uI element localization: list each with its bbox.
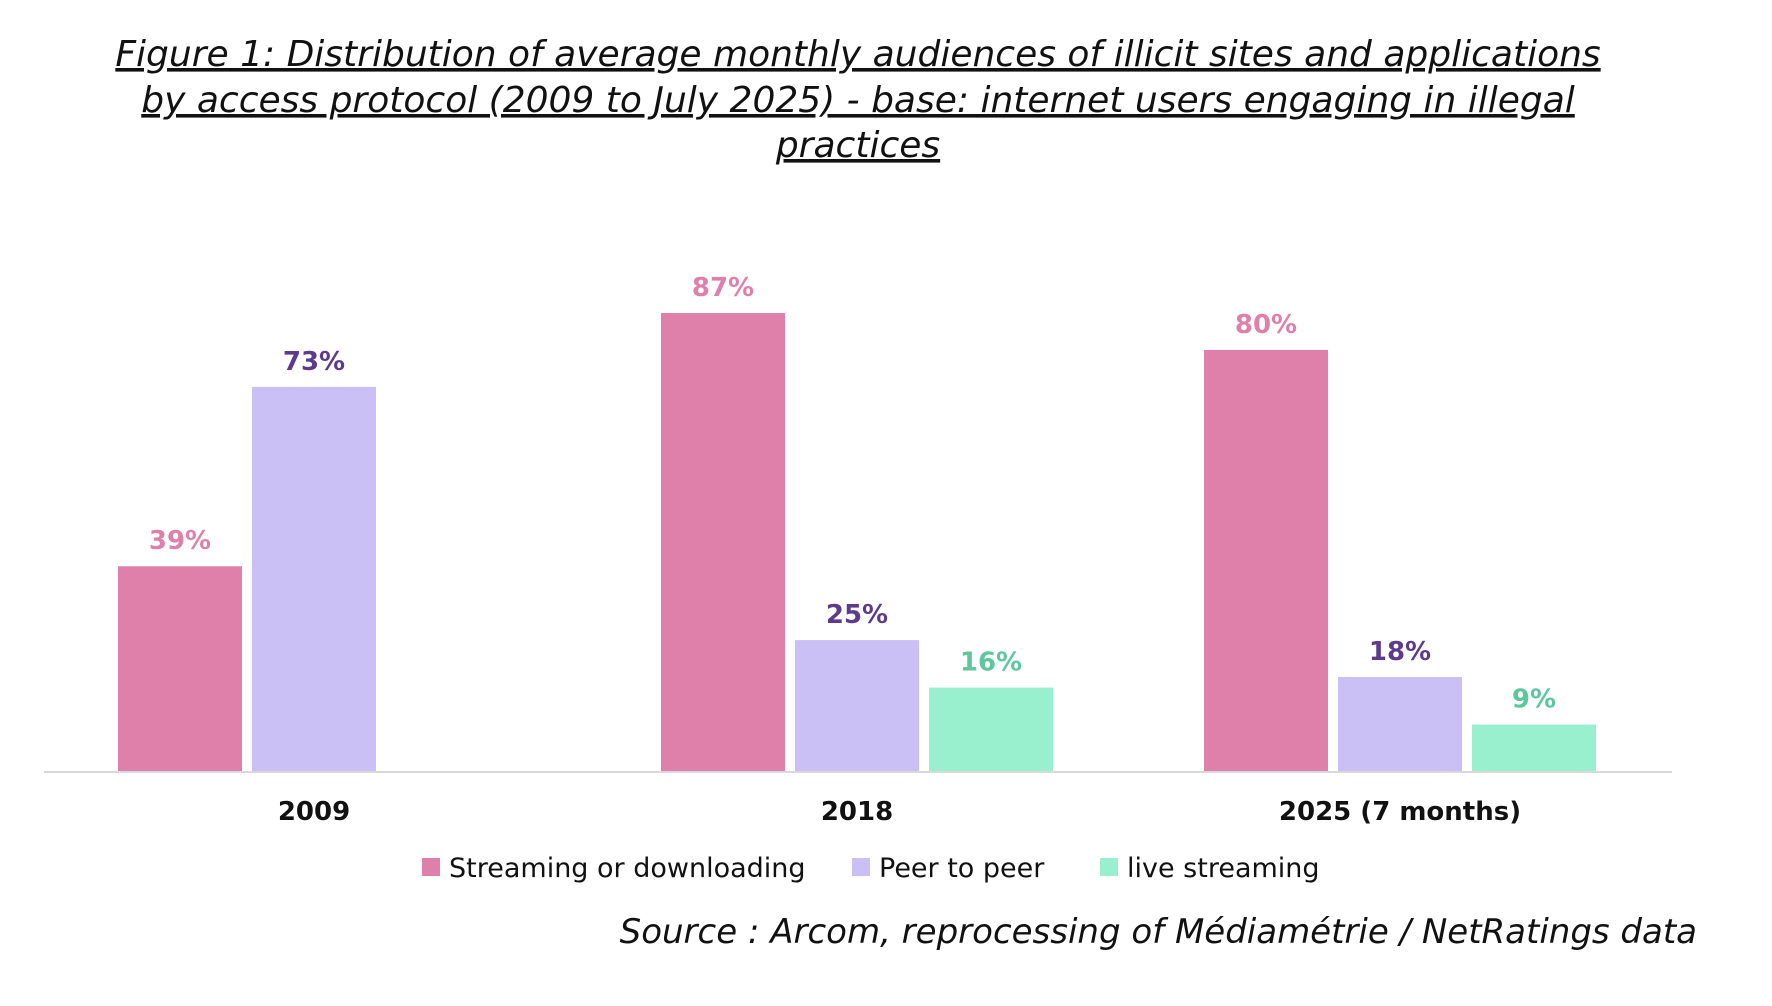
category-label: 2018 xyxy=(821,797,893,827)
bar-streaming-or-downloading-20257 xyxy=(1204,349,1328,772)
category-label: 2009 xyxy=(278,797,350,827)
bar-value-label: 87% xyxy=(692,273,754,303)
legend-label: Peer to peer xyxy=(879,853,1045,884)
legend-label: Streaming or downloading xyxy=(449,853,806,884)
legend-swatch xyxy=(852,858,870,876)
bar-peer-to-peer-2009 xyxy=(252,386,376,772)
bar-value-label: 39% xyxy=(149,526,211,556)
legend-swatch xyxy=(1100,858,1118,876)
bar-peer-to-peer-2018 xyxy=(795,640,919,772)
chart-title-line: by access protocol (2009 to July 2025) -… xyxy=(141,80,1575,121)
category-label: 2025 (7 months) xyxy=(1279,797,1521,827)
bar-streaming-or-downloading-2009 xyxy=(118,566,242,772)
source-note: Source : Arcom, reprocessing of Médiamét… xyxy=(620,912,1697,952)
chart-title-line: Figure 1: Distribution of average monthl… xyxy=(115,34,1600,75)
bar-value-label: 16% xyxy=(960,648,1022,678)
bar-value-label: 80% xyxy=(1235,310,1297,340)
legend-swatch xyxy=(422,858,440,876)
chart-category-labels: 2009 2018 2025 (7 months) xyxy=(278,797,1521,827)
bar-value-label: 73% xyxy=(283,347,345,377)
bar-value-label: 18% xyxy=(1369,637,1431,667)
bar-peer-to-peer-20257 xyxy=(1338,677,1462,772)
legend-label: live streaming xyxy=(1127,853,1320,884)
chart-title: Figure 1: Distribution of average monthl… xyxy=(115,34,1600,166)
chart-legend: Streaming or downloading Peer to peer live… xyxy=(422,853,1320,884)
chart-bars xyxy=(118,313,1596,772)
chart-title-line: practices xyxy=(775,125,940,166)
bar-live-streaming-2018 xyxy=(929,687,1053,772)
bar-live-streaming-20257 xyxy=(1472,724,1596,772)
bar-value-label: 9% xyxy=(1512,685,1556,715)
chart-value-labels: 39% 73% 87% 25% 16% 80% 18% 9% xyxy=(149,273,1556,715)
bar-value-label: 25% xyxy=(826,600,888,630)
bar-streaming-or-downloading-2018 xyxy=(661,313,785,772)
